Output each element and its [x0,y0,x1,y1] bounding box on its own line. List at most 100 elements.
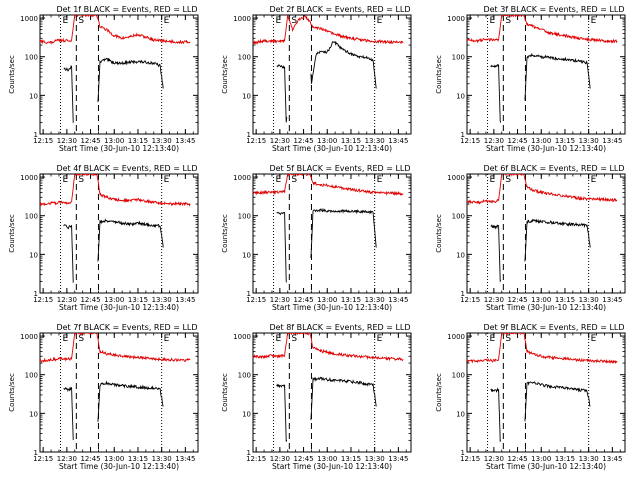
y-tick-label: 10 [242,92,251,100]
event-marker-label: S [78,175,84,185]
event-marker-label: E [490,16,496,26]
y-axis-label: Counts/sec [8,214,16,253]
x-tick-label: 12:15 [246,137,266,145]
event-marker-label: E [63,334,69,344]
x-axis-label: Start Time (30-Jun-10 12:13:40) [59,144,179,153]
x-tick-label: 12:15 [33,296,53,304]
x-axis-label: Start Time (30-Jun-10 12:13:40) [272,144,392,153]
y-axis-label: Counts/sec [221,214,229,253]
y-tick-label: 100 [452,54,465,62]
series-line-events [63,380,164,440]
x-tick-label: 13:15 [341,455,361,463]
event-marker-label: S [291,175,297,185]
y-tick-label: 1000 [20,333,38,341]
panel-9: Det 9f BLACK = Events, RED = LLD 1 10 100 10… [435,323,626,471]
event-marker-label: E [591,16,597,26]
x-tick-label: 13:45 [602,296,622,304]
x-tick-label: 12:45 [80,296,100,304]
panel-3: Det 3f BLACK = Events, RED = LLD 1 10 100 10… [435,5,626,153]
x-tick-label: 13:00 [317,137,337,145]
panel-title: Det 6f BLACK = Events, RED = LLD [483,164,624,173]
event-marker-label: E [591,334,597,344]
y-tick-label: 1000 [447,174,465,182]
y-tick-label: 1 [34,290,38,298]
series-line-events [490,52,591,123]
y-tick-label: 100 [238,372,251,380]
y-tick-label: 1000 [233,174,251,182]
y-axis-label: Counts/sec [221,373,229,412]
series-line-lld [467,15,618,44]
series-line-lld [40,174,191,207]
y-tick-label: 1000 [447,15,465,23]
x-tick-label: 13:00 [104,296,124,304]
panel-title: Det 8f BLACK = Events, RED = LLD [269,323,410,332]
event-marker-label: E [276,175,282,185]
x-tick-label: 12:15 [33,137,53,145]
panel-title: Det 9f BLACK = Events, RED = LLD [483,323,624,332]
y-tick-label: 1 [34,449,38,457]
x-tick-label: 12:45 [80,455,100,463]
y-tick-label: 10 [29,92,38,100]
y-axis-label: Counts/sec [435,214,443,253]
x-tick-label: 13:45 [602,455,622,463]
x-tick-label: 13:30 [152,137,172,145]
x-tick-label: 12:30 [57,455,77,463]
y-tick-label: 10 [242,251,251,259]
y-tick-label: 1000 [233,333,251,341]
x-tick-label: 13:45 [388,296,408,304]
y-tick-label: 100 [238,54,251,62]
panel-6: Det 6f BLACK = Events, RED = LLD 1 10 100 10… [435,164,626,312]
x-tick-label: 13:45 [388,137,408,145]
plot-frame [466,332,626,453]
x-tick-label: 12:30 [484,137,504,145]
x-tick-label: 13:00 [317,296,337,304]
x-tick-label: 13:30 [365,137,385,145]
x-tick-label: 13:00 [531,296,551,304]
y-axis-label: Counts/sec [435,55,443,94]
x-tick-label: 12:45 [293,137,313,145]
event-marker-label: E [490,334,496,344]
y-axis-label: Counts/sec [8,55,16,94]
panel-8: Det 8f BLACK = Events, RED = LLD 1 10 100 10… [221,323,412,471]
panel-title: Det 3f BLACK = Events, RED = LLD [483,5,624,14]
x-tick-label: 13:30 [365,455,385,463]
event-marker-label: S [78,16,84,26]
x-tick-label: 12:45 [507,455,527,463]
x-tick-label: 12:15 [460,296,480,304]
y-tick-label: 1 [461,290,465,298]
x-tick-label: 12:15 [246,455,266,463]
x-tick-label: 12:30 [57,296,77,304]
x-tick-label: 13:15 [341,296,361,304]
panel-title: Det 5f BLACK = Events, RED = LLD [269,164,410,173]
x-tick-label: 12:15 [460,137,480,145]
plot-frame [252,332,412,453]
x-tick-label: 13:30 [579,137,599,145]
x-axis-label: Start Time (30-Jun-10 12:13:40) [486,462,606,471]
series-line-lld [253,15,404,45]
y-tick-label: 1 [34,131,38,139]
y-tick-label: 100 [25,54,38,62]
y-axis-label: Counts/sec [435,373,443,412]
x-tick-label: 12:45 [293,296,313,304]
plot-frame [466,14,626,135]
series-line-lld [467,174,618,205]
x-axis-label: Start Time (30-Jun-10 12:13:40) [272,462,392,471]
y-axis-label: Counts/sec [221,55,229,94]
panel-1: Det 1f BLACK = Events, RED = LLD 1 10 100 10… [8,5,199,153]
x-tick-label: 12:45 [80,137,100,145]
x-tick-label: 12:45 [293,455,313,463]
x-tick-label: 12:15 [33,455,53,463]
event-marker-label: E [164,334,170,344]
y-tick-label: 10 [456,410,465,418]
y-tick-label: 100 [238,213,251,221]
y-tick-label: 10 [29,410,38,418]
x-tick-label: 13:30 [152,296,172,304]
series-line-lld [253,333,404,362]
x-axis-label: Start Time (30-Jun-10 12:13:40) [59,462,179,471]
x-tick-label: 13:45 [175,137,195,145]
series-line-events [490,218,591,283]
event-marker-label: S [505,334,511,344]
series-line-events [63,218,164,283]
x-axis-label: Start Time (30-Jun-10 12:13:40) [486,144,606,153]
